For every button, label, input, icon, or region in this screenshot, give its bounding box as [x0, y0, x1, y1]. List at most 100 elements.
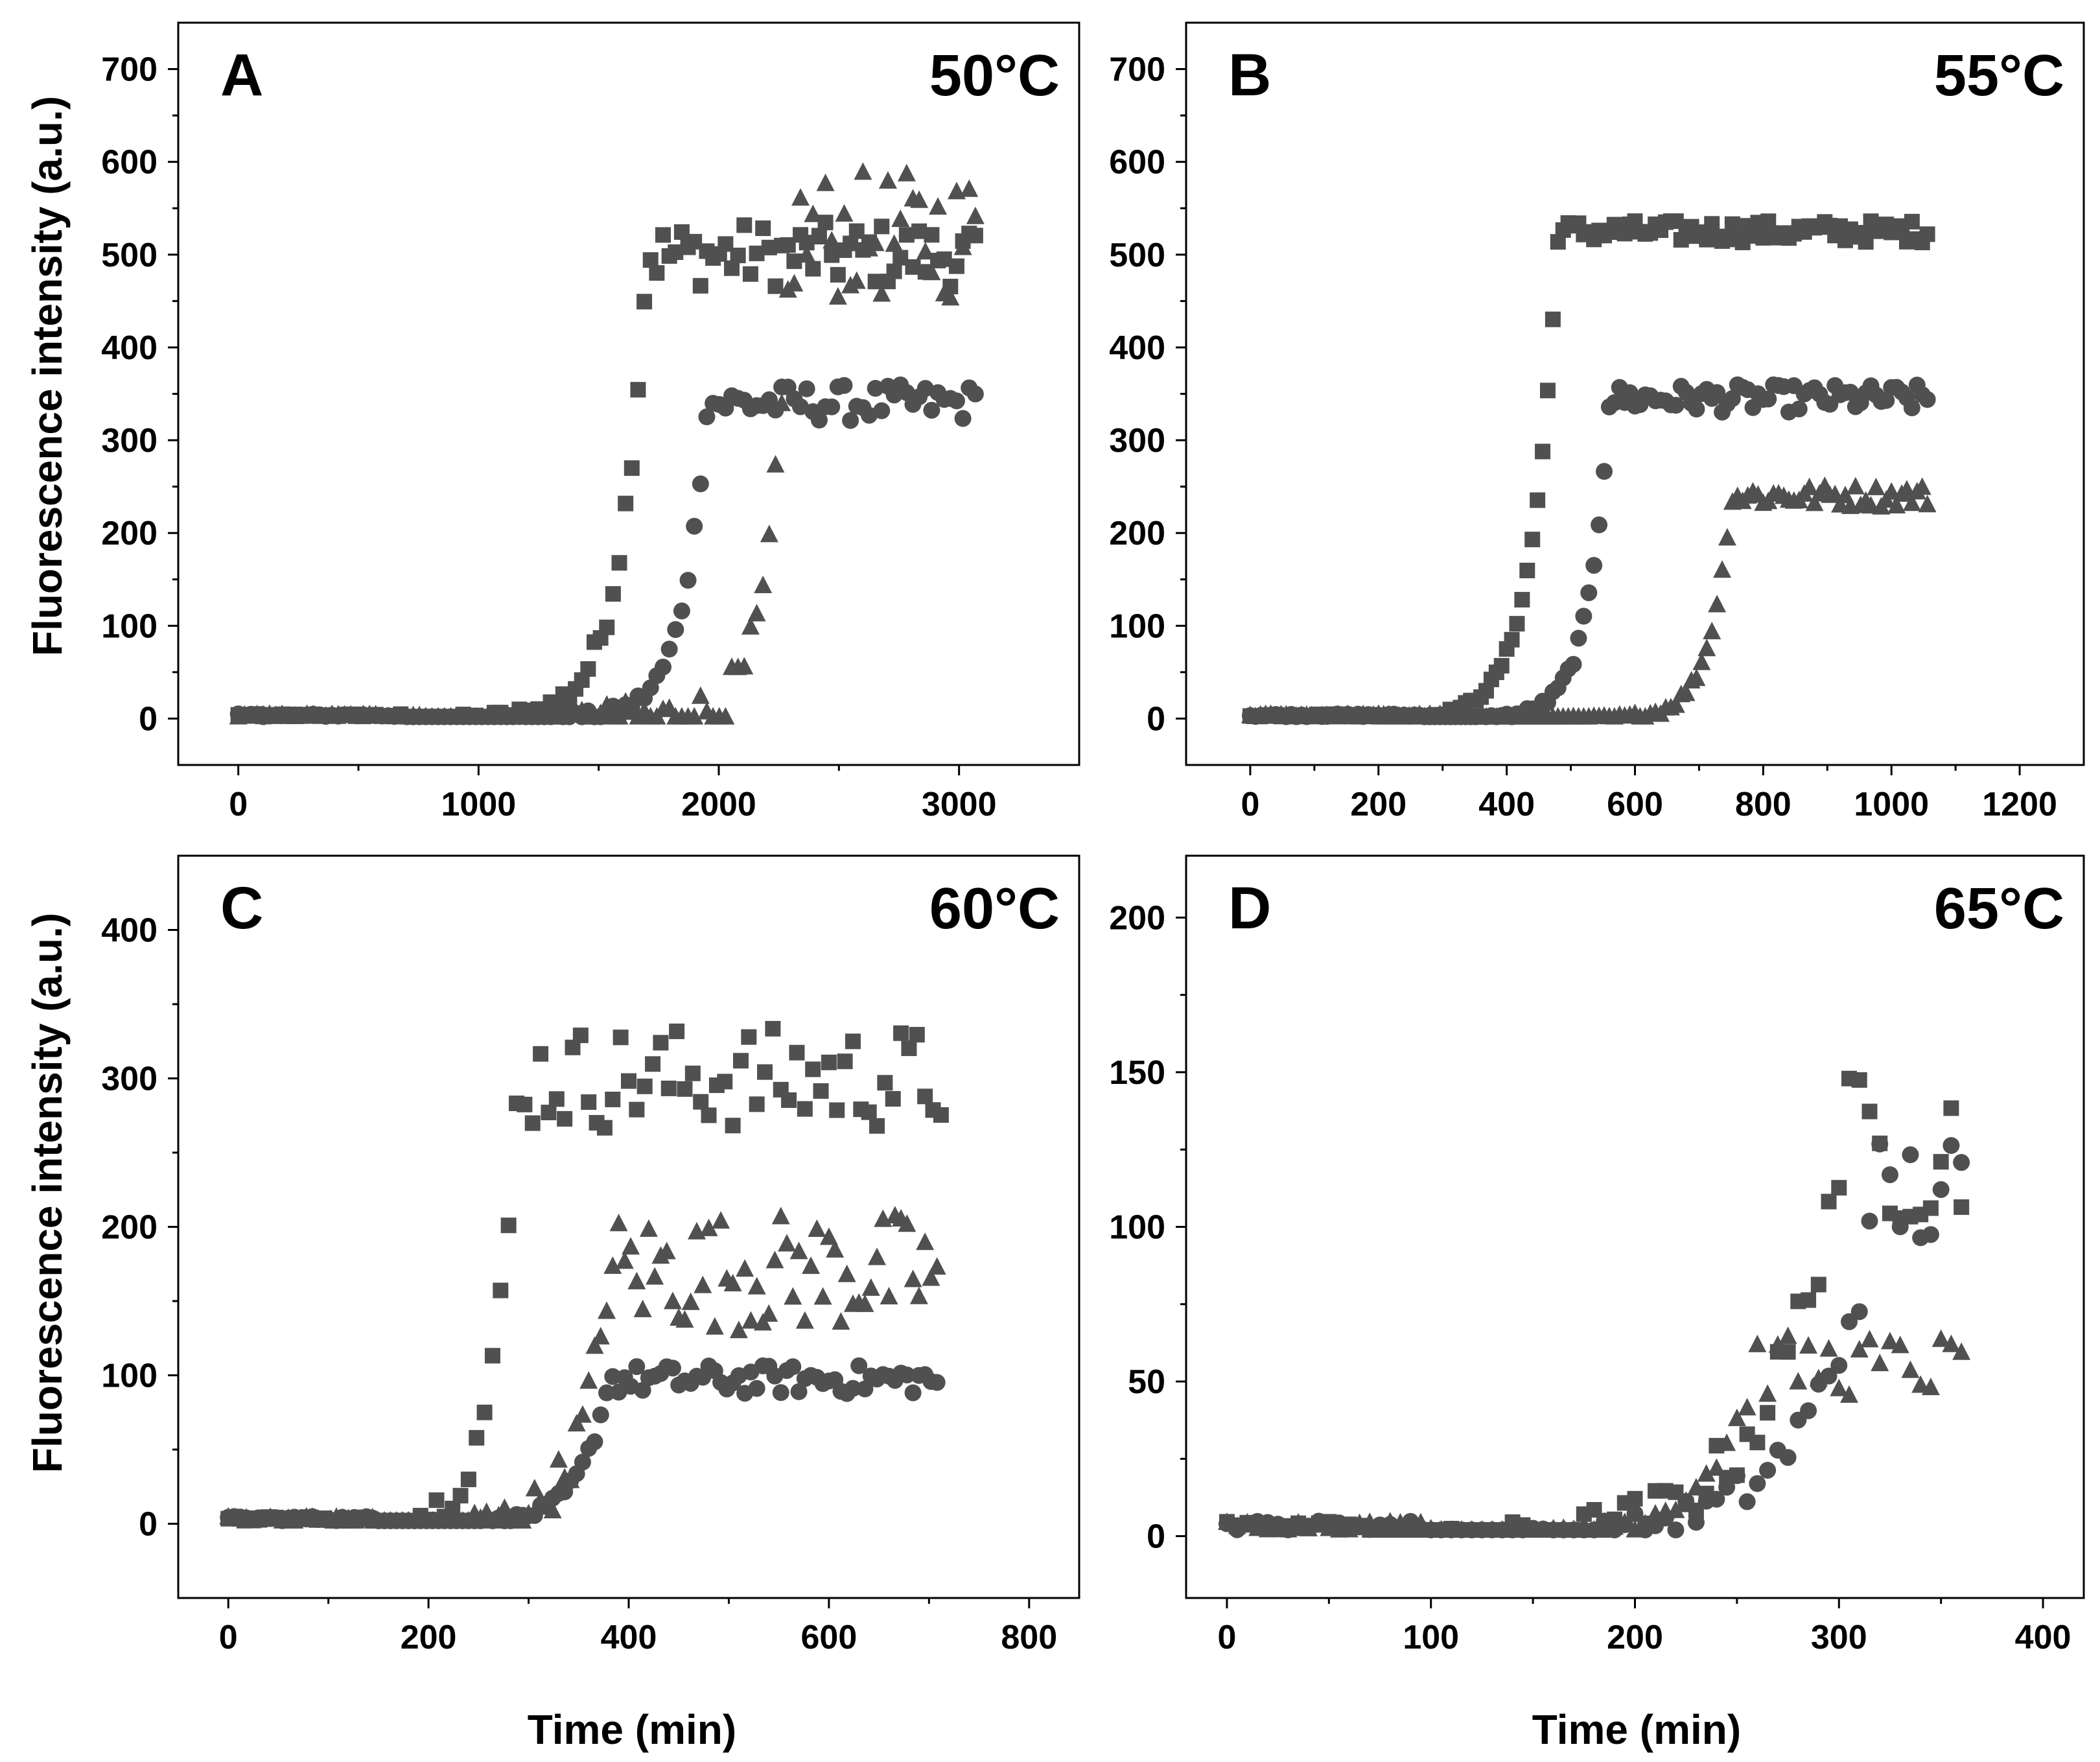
data-point-triangle [675, 1310, 694, 1328]
markers [229, 162, 985, 725]
data-point-square [829, 1102, 845, 1118]
data-point-square [581, 1094, 597, 1110]
data-point-triangle [1411, 1512, 1430, 1531]
x-tick-label: 800 [1001, 1619, 1057, 1656]
x-tick-label: 300 [1811, 1619, 1867, 1656]
data-point-square [1919, 226, 1935, 242]
data-point-square [797, 1101, 813, 1117]
data-point-square [1831, 1180, 1847, 1196]
data-point-square [484, 1348, 500, 1364]
data-point-triangle [646, 1267, 664, 1285]
data-point-triangle [771, 1206, 790, 1225]
data-point-square [605, 1091, 621, 1107]
data-point-triangle [909, 1286, 928, 1304]
data-point-circle [1596, 463, 1613, 480]
data-point-triangle [1880, 1332, 1899, 1350]
data-point-square [1509, 616, 1525, 632]
y-tick-label: 0 [1147, 1518, 1165, 1556]
data-point-triangle [691, 686, 710, 704]
data-point-square [684, 1065, 701, 1081]
data-point-triangle [1371, 1518, 1390, 1536]
data-point-square [460, 1472, 476, 1488]
data-point-square [1801, 1292, 1817, 1308]
data-point-triangle [705, 1317, 724, 1335]
data-point-square [677, 1081, 693, 1097]
data-point-triangle [1697, 1464, 1716, 1482]
data-point-triangle [941, 288, 960, 306]
series-circle [1218, 1135, 1970, 1539]
data-point-square [877, 1075, 893, 1091]
data-point-circle [634, 1381, 651, 1399]
data-point-square [757, 1064, 773, 1080]
y-tick-label: 600 [1109, 144, 1165, 182]
data-point-circle [628, 1358, 646, 1376]
data-point-triangle [716, 707, 735, 725]
data-point-triangle [495, 1498, 514, 1516]
x-tick-label: 100 [1403, 1619, 1459, 1656]
data-point-circle [923, 401, 940, 419]
data-point-circle [598, 1384, 616, 1402]
data-point-triangle [929, 197, 948, 215]
data-point-square [924, 227, 940, 243]
x-axis-title-right: Time (min) [1532, 1706, 1741, 1753]
data-point-triangle [1238, 1512, 1257, 1531]
data-point-circle [1723, 390, 1741, 407]
data-point-triangle [880, 1287, 898, 1305]
data-point-triangle [898, 1214, 916, 1232]
data-point-square [837, 1053, 853, 1070]
data-point-square [596, 1120, 612, 1136]
data-point-circle [692, 475, 709, 493]
data-point-circle [1718, 1479, 1736, 1496]
x-tick-label: 3000 [922, 786, 997, 823]
data-point-triangle [916, 1232, 935, 1251]
data-point-triangle [1882, 482, 1901, 500]
data-point-circle [1621, 384, 1639, 401]
data-point-circle [823, 398, 841, 416]
data-point-square [1904, 213, 1920, 229]
data-point-triangle [910, 190, 929, 208]
x-tick-label: 0 [1217, 1619, 1236, 1656]
plot-frame [177, 854, 1080, 1599]
data-point-circle [1871, 1135, 1889, 1153]
data-point-square [1539, 382, 1556, 399]
x-tick-label: 200 [1607, 1619, 1663, 1656]
data-point-triangle [1686, 1477, 1705, 1496]
data-point-triangle [960, 179, 979, 197]
data-point-triangle [603, 1256, 622, 1274]
data-point-triangle [808, 1219, 826, 1237]
panel-letter: D [1228, 875, 1271, 941]
data-point-circle [873, 402, 891, 419]
data-point-triangle [868, 1247, 887, 1265]
data-point-triangle [1800, 477, 1819, 495]
x-tick-label: 400 [601, 1619, 657, 1656]
data-point-triangle [1605, 1517, 1624, 1535]
y-tick-label: 100 [101, 607, 158, 645]
data-point-circle [679, 572, 697, 589]
data-point-triangle [878, 171, 897, 189]
markers [1241, 213, 1937, 725]
data-point-circle [948, 392, 965, 410]
y-tick-label: 50 [1128, 1363, 1165, 1401]
data-point-square [861, 1104, 877, 1120]
x-tick-label: 0 [229, 786, 248, 823]
x-axis-title-left: Time (min) [528, 1706, 736, 1753]
y-tick-label: 400 [101, 329, 158, 367]
data-point-square [692, 277, 708, 294]
series-square [230, 215, 983, 725]
data-point-square [618, 495, 634, 511]
data-point-square [817, 215, 834, 231]
data-point-square [1530, 492, 1546, 508]
data-point-triangle [916, 242, 935, 260]
data-point-square [1514, 592, 1530, 608]
data-point-square [655, 227, 671, 243]
data-point-triangle [1846, 476, 1865, 495]
data-point-square [693, 1094, 709, 1110]
data-point-triangle [1748, 1334, 1767, 1352]
data-point-square [636, 294, 653, 310]
data-point-circle [1891, 1218, 1909, 1236]
data-point-triangle [681, 1292, 700, 1310]
x-tick-label: 400 [1478, 786, 1535, 823]
data-point-square [805, 1061, 821, 1077]
data-point-circle [1881, 1166, 1898, 1184]
data-point-triangle [797, 245, 816, 263]
